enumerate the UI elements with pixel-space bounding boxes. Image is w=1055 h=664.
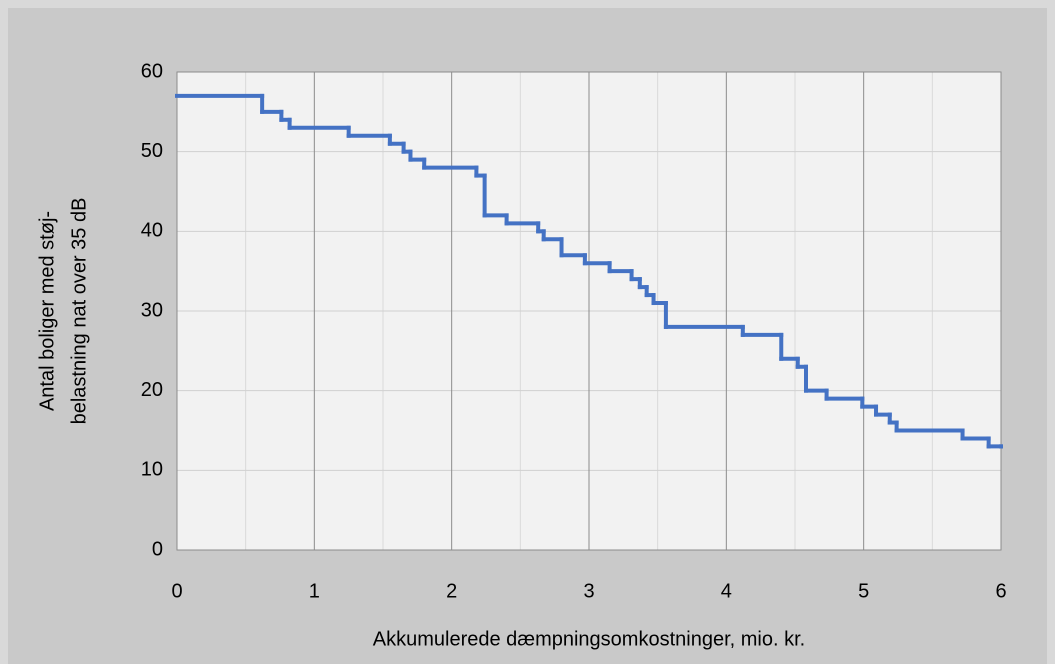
x-tick-label: 4 xyxy=(721,580,732,602)
x-tick-label: 0 xyxy=(171,580,182,602)
plot-border xyxy=(176,71,1002,551)
x-tick-label: 1 xyxy=(309,580,320,602)
x-tick-label: 3 xyxy=(583,580,594,602)
x-tick-label: 5 xyxy=(858,580,869,602)
y-tick-label: 50 xyxy=(141,140,163,162)
y-tick-label: 20 xyxy=(141,379,163,401)
y-axis-label: Antal boliger med støj- xyxy=(36,211,58,411)
y-tick-label: 40 xyxy=(141,220,163,242)
x-tick-label: 6 xyxy=(995,580,1006,602)
y-tick-label: 60 xyxy=(141,60,163,82)
x-axis-label: Akkumulerede dæmpningsomkostninger, mio.… xyxy=(373,628,805,650)
y-tick-label: 0 xyxy=(152,538,163,560)
y-tick-label: 10 xyxy=(141,459,163,481)
x-tick-label: 2 xyxy=(446,580,457,602)
y-tick-label: 30 xyxy=(141,299,163,321)
y-axis-label: belastning nat over 35 dB xyxy=(68,198,90,425)
